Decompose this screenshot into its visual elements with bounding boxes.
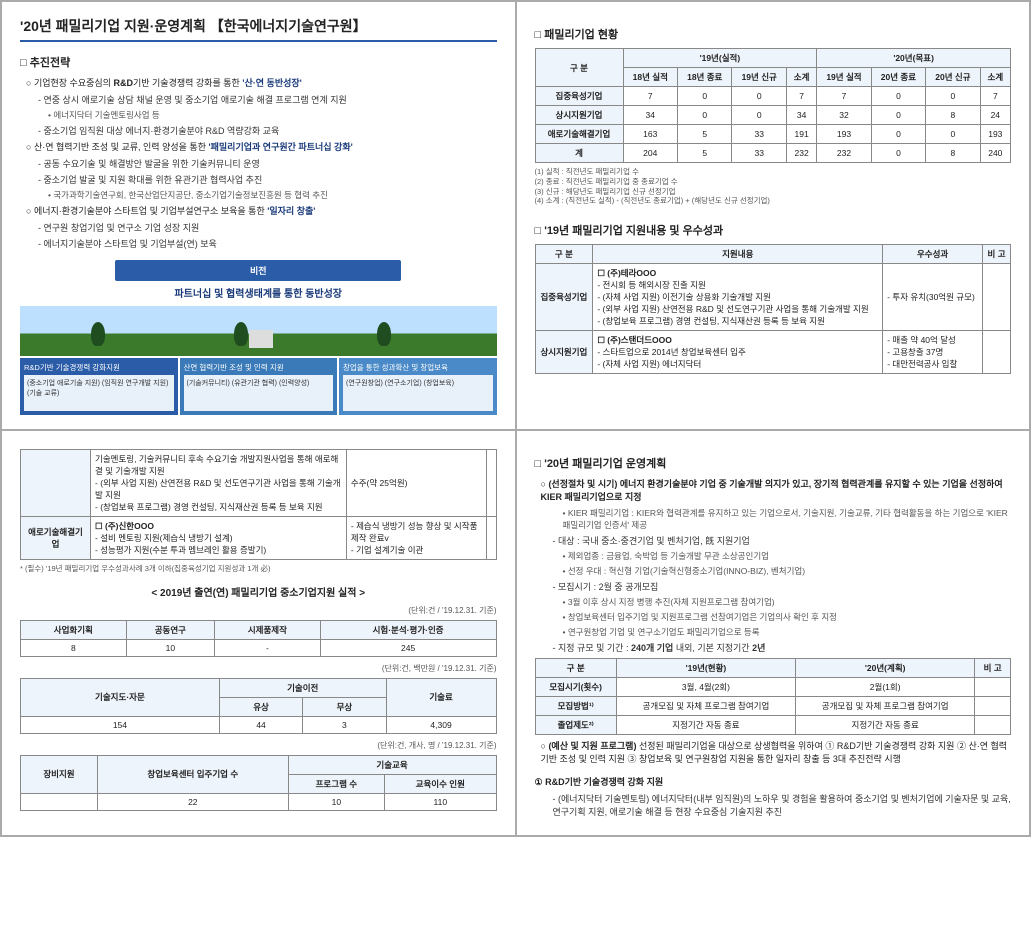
- section-strategy: 추진전략: [20, 54, 497, 70]
- footnote: * (필수) '19년 패밀리기업 우수성과사례 3개 이하(집중육성기업 지원…: [20, 564, 497, 574]
- section-results: '19년 패밀리기업 지원내용 및 우수성과: [535, 222, 1012, 238]
- panel-strategy: '20년 패밀리기업 지원·운영계획 【한국에너지기술연구원】 추진전략 기업현…: [1, 1, 516, 430]
- vision-block: 비전 파트너십 및 협력생태계를 통한 동반성장 R&D기반 기술경쟁력 강화지…: [20, 260, 497, 415]
- dash: 에너지기술분야 스타트업 및 기업부설(연) 보육: [38, 237, 497, 250]
- dash: 공동 수요기술 및 해결방안 발굴을 위한 기술커뮤니티 운영: [38, 157, 497, 170]
- dot: 에너지닥터 기술멘토링사업 등: [48, 109, 497, 121]
- dot: 창업보육센터 입주기업 및 지원프로그램 선참여기업은 기업의사 확인 후 지정: [563, 611, 1012, 623]
- dash: 모집시기 : 2월 중 공개모집: [553, 580, 1012, 593]
- card-3: 창업을 통한 성과확산 및 창업보육(연구원창업) (연구소기업) (창업보육): [339, 358, 497, 415]
- sub-heading: < 2019년 출연(연) 패밀리기업 중소기업지원 실적 >: [20, 584, 497, 599]
- dot: 연구원창업 기업 및 연구소기업도 패밀리기업으로 등록: [563, 626, 1012, 638]
- stats-table-3: 장비지원창업보육센터 입주기업 수기술교육 프로그램 수교육이수 인원 2210…: [20, 755, 497, 811]
- vision-text: 파트너십 및 협력생태계를 통한 동반성장: [20, 285, 497, 300]
- stats-table-2: 기술지도·자문기술이전기술료 유상무상 1544434,309: [20, 678, 497, 734]
- dash: 중소기업 발굴 및 지원 확대를 위한 유관기관 협력사업 추진: [38, 173, 497, 186]
- stats-table-1: 사업화기획공동연구시제품제작시험·분석·평가·인증810-245: [20, 620, 497, 657]
- page-title: '20년 패밀리기업 지원·운영계획 【한국에너지기술연구원】: [20, 16, 497, 42]
- results-table-cont: 기술멘토링, 기술커뮤니티 후속 수요기술 개발지원사업을 통해 애로해결 및 …: [20, 449, 497, 560]
- bullet: 에너지·환경기술분야 스타트업 및 기업부설연구소 보육을 통한 '일자리 창출…: [26, 204, 497, 217]
- dot: 선정 우대 : 혁신형 기업(기술혁신형중소기업(INNO-BIZ), 벤처기업…: [563, 565, 1012, 577]
- bullet: 기업현장 수요중심의 R&D기반 기술경쟁력 강화를 통한 '산·연 동반성장': [26, 76, 497, 89]
- four-up-grid: '20년 패밀리기업 지원·운영계획 【한국에너지기술연구원】 추진전략 기업현…: [0, 0, 1031, 837]
- bullet: (예산 및 지원 프로그램) 선정된 패밀리기업을 대상으로 상생협력을 위하여…: [541, 739, 1012, 765]
- results-table: 구 분지원내용우수성과비 고 집중육성기업 (주)테라OOO- 전시회 등 해외…: [535, 244, 1012, 374]
- section-plan: '20년 패밀리기업 운영계획: [535, 455, 1012, 471]
- status-table: 구 분 '19년(실적) '20년(목표) 18년 실적18년 종료19년 신규…: [535, 48, 1012, 163]
- dash: 중소기업 임직원 대상 에너지·환경기술분야 R&D 역량강화 교육: [38, 124, 497, 137]
- dot: 국가과학기술연구회, 한국산업단지공단, 중소기업기술정보진흥원 등 협력 추진: [48, 189, 497, 201]
- panel-status: 패밀리기업 현황 구 분 '19년(실적) '20년(목표) 18년 실적18년…: [516, 1, 1031, 430]
- dot: 제외업종 : 금융업, 숙박업 등 기술개발 무관 소상공인기업: [563, 550, 1012, 562]
- dot: KIER 패밀리기업 : KIER와 협력관계를 유지하고 있는 기업으로서, …: [563, 507, 1012, 531]
- dash: 연구원 창업기업 및 연구소 기업 성장 지원: [38, 221, 497, 234]
- vision-cards: R&D기반 기술경쟁력 강화지원(중소기업 애로기술 지원) (임직원 연구개발…: [20, 358, 497, 415]
- section-status: 패밀리기업 현황: [535, 26, 1012, 42]
- dash: 연중 상시 애로기술 상담 채널 운영 및 중소기업 애로기술 해결 프로그램 …: [38, 93, 497, 106]
- bullet: 산·연 협력기반 조성 및 교류, 인력 양성을 통한 '패밀리기업과 연구원간…: [26, 140, 497, 153]
- unit-note: (단위:건, 백만원 / '19.12.31. 기준): [20, 663, 497, 674]
- panel-plan: '20년 패밀리기업 운영계획 (선정절차 및 시기) 에너지 환경기술분야 기…: [516, 430, 1031, 836]
- vision-illustration: [20, 306, 497, 356]
- status-footnote: (1) 실적 : 직전년도 패밀리기업 수 (2) 종료 : 직전년도 패밀리기…: [535, 167, 1012, 206]
- card-1: R&D기반 기술경쟁력 강화지원(중소기업 애로기술 지원) (임직원 연구개발…: [20, 358, 178, 415]
- sub-heading: ① R&D기반 기술경쟁력 강화 지원: [535, 775, 1012, 788]
- dash: 대상 : 국내 중소·중견기업 및 벤처기업, 旣 지원기업: [553, 534, 1012, 547]
- unit-note: (단위:건, 개사, 명 / '19.12.31. 기준): [20, 740, 497, 751]
- unit-note: (단위:건 / '19.12.31. 기준): [20, 605, 497, 616]
- card-2: 산연 협력기반 조성 및 인력 지원(기술커뮤니티) (유관기관 협력) (인력…: [180, 358, 338, 415]
- dot: 3월 이후 상시 지정 병행 추진(자체 지원프로그램 참여기업): [563, 596, 1012, 608]
- dash: 지정 규모 및 기간 : 240개 기업 내외, 기본 지정기간 2년: [553, 641, 1012, 654]
- panel-continued: 기술멘토링, 기술커뮤니티 후속 수요기술 개발지원사업을 통해 애로해결 및 …: [1, 430, 516, 836]
- vision-label: 비전: [115, 260, 401, 281]
- bullet: (선정절차 및 시기) 에너지 환경기술분야 기업 중 기술개발 의지가 있고,…: [541, 477, 1012, 503]
- dash: (에너지닥터 기술멘토링) 에너지닥터(내부 임직원)의 노하우 및 경험을 활…: [553, 792, 1012, 818]
- plan-table: 구 분'19년(현황)'20년(계획)비 고 모집시기(횟수)3월, 4월(2회…: [535, 658, 1012, 735]
